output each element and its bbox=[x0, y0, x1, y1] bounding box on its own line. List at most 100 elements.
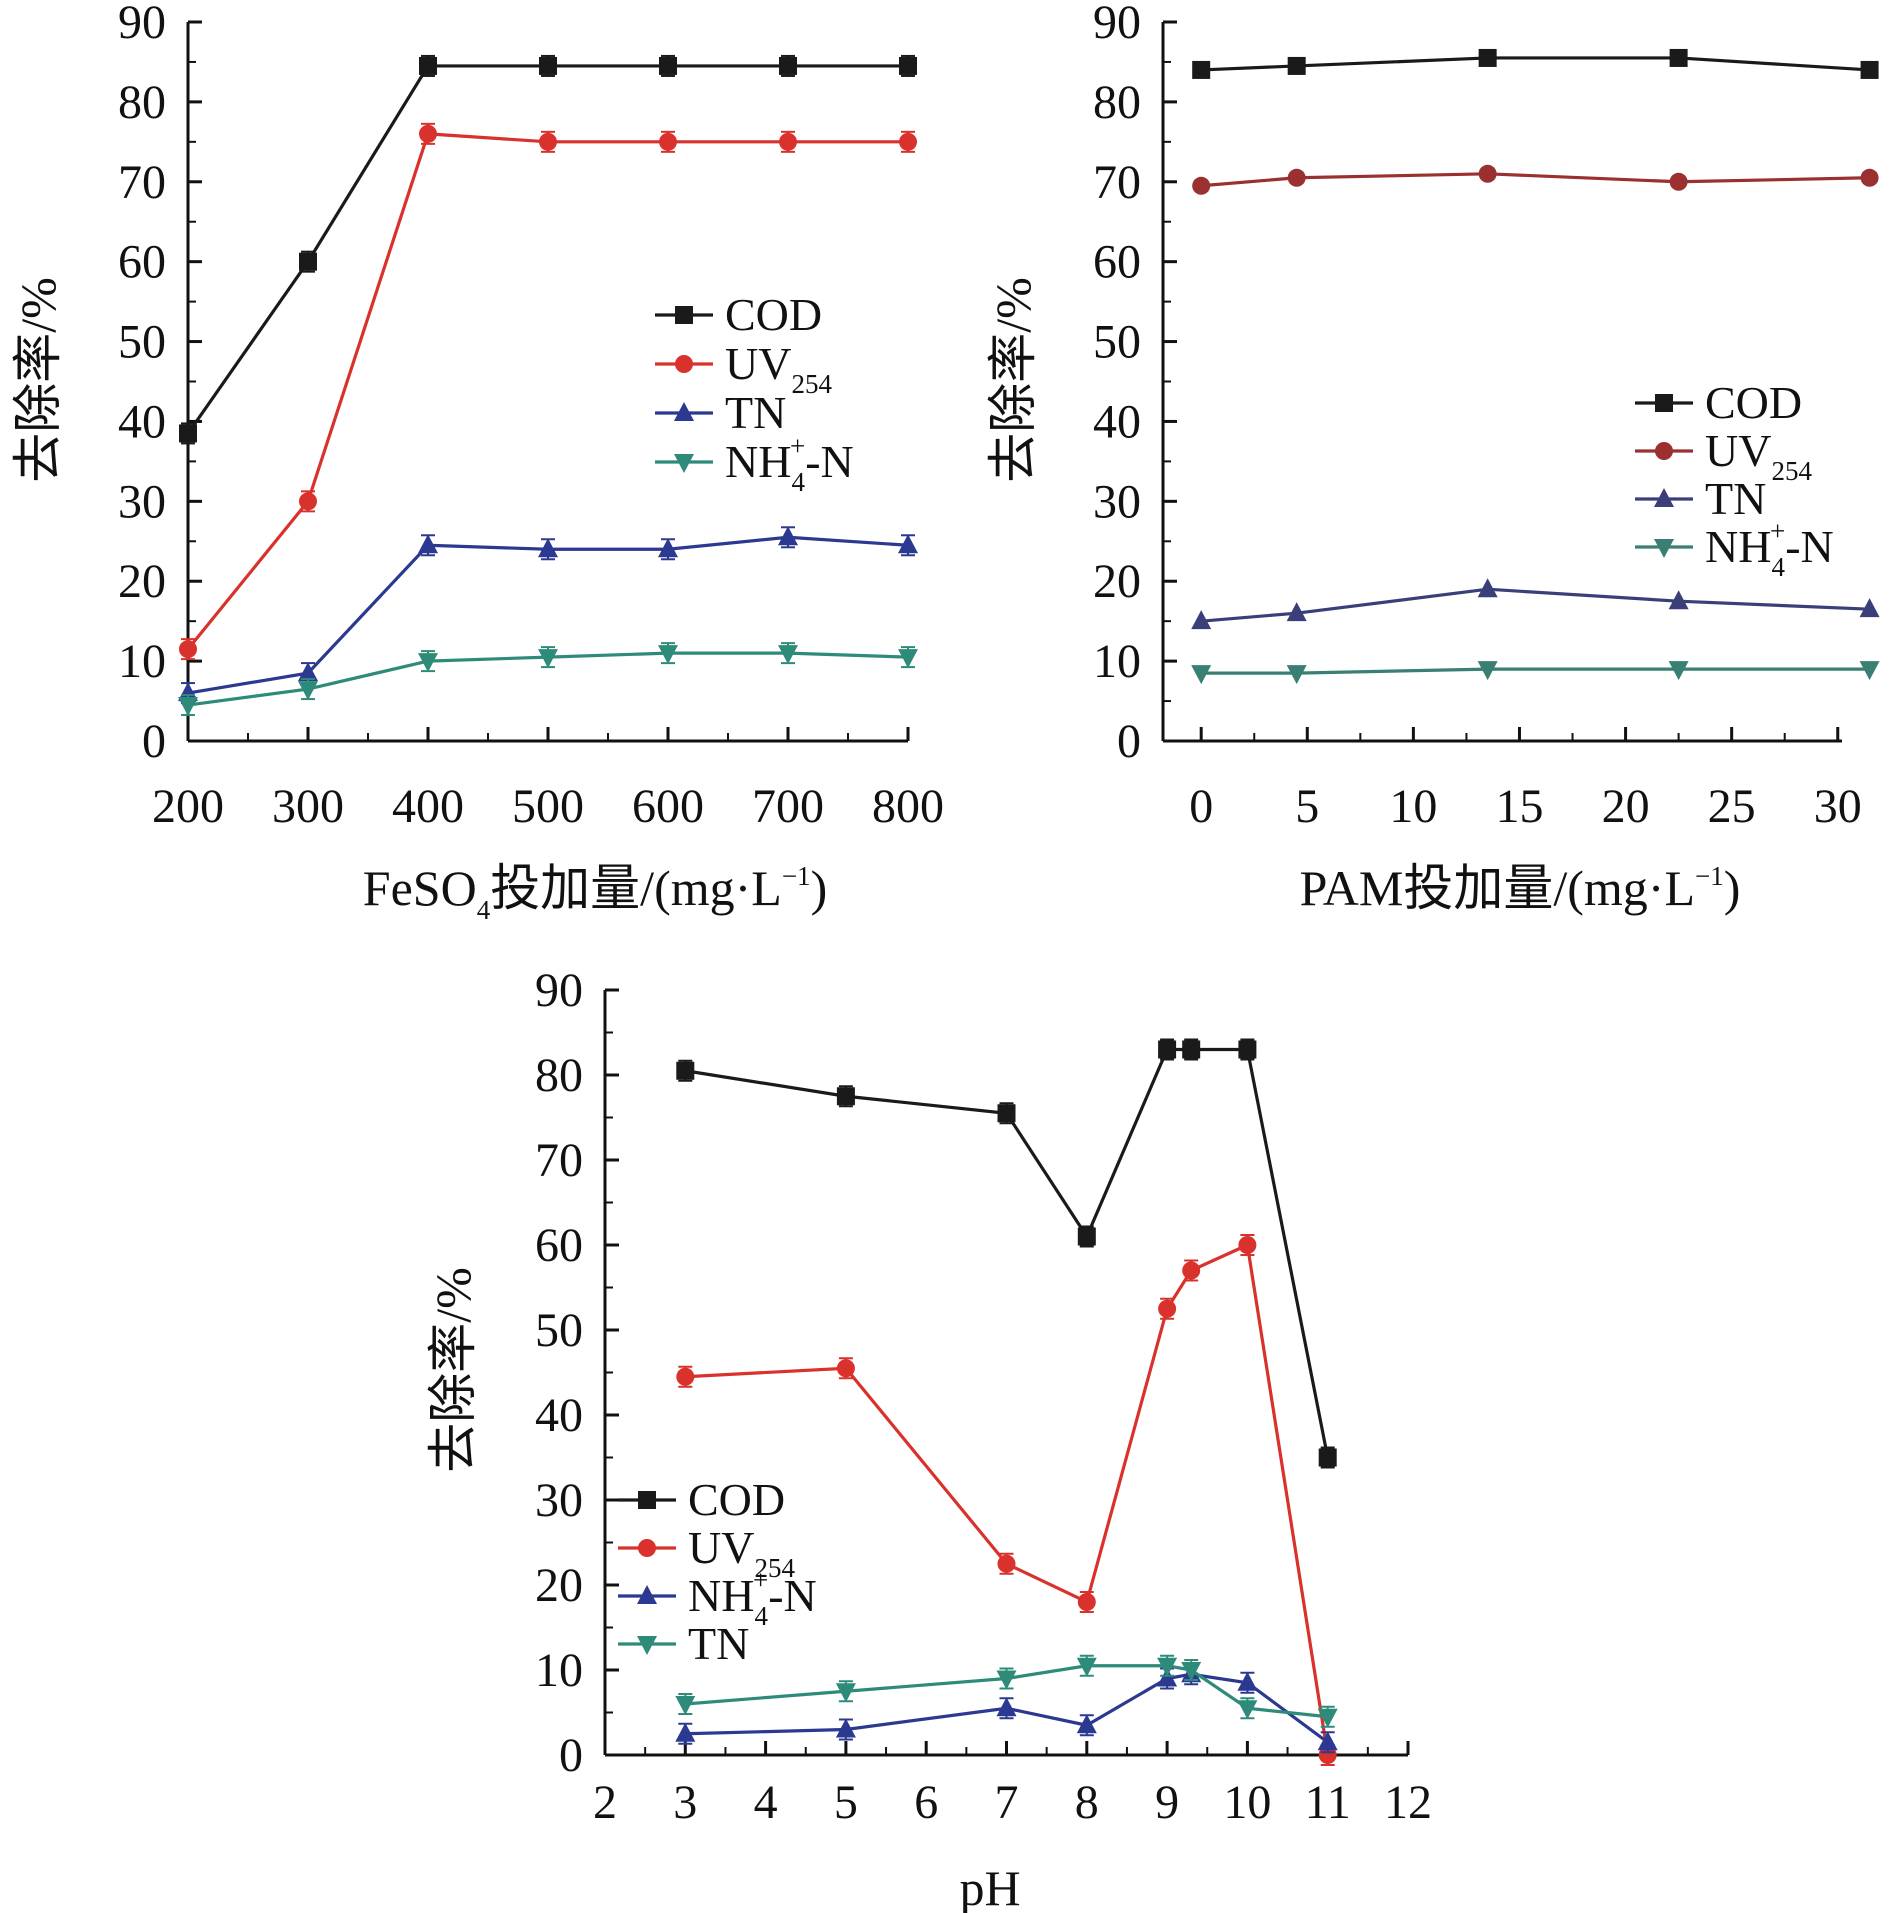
data-point bbox=[1668, 590, 1689, 610]
data-point bbox=[1076, 1714, 1097, 1734]
data-point bbox=[835, 1683, 856, 1703]
data-point bbox=[659, 56, 677, 75]
data-point bbox=[1286, 665, 1307, 685]
data-point bbox=[538, 538, 558, 558]
y-tick-label: 80 bbox=[1093, 76, 1141, 129]
x-tick-label: 0 bbox=[1189, 780, 1213, 833]
x-tick-label: 300 bbox=[272, 780, 344, 833]
series-TN bbox=[178, 526, 918, 705]
y-tick-label: 80 bbox=[118, 76, 166, 129]
legend-label-main: UV bbox=[688, 1522, 754, 1573]
y-axis-label: 去除率/% bbox=[425, 1267, 481, 1473]
data-point bbox=[779, 132, 797, 151]
legend-swatch-marker bbox=[675, 306, 693, 324]
data-point bbox=[836, 1359, 855, 1378]
x-axis-label-part: 投加量/(mg·L bbox=[490, 860, 782, 916]
y-tick-label: 30 bbox=[118, 475, 166, 528]
series-TN bbox=[1191, 578, 1880, 630]
data-point bbox=[899, 132, 917, 151]
data-point bbox=[1286, 602, 1307, 622]
x-tick-label: 5 bbox=[1295, 780, 1319, 833]
legend-label: TN bbox=[1705, 473, 1766, 524]
x-tick-label: 15 bbox=[1495, 780, 1543, 833]
data-point bbox=[299, 492, 317, 511]
legend-label-main: COD bbox=[725, 289, 822, 340]
legend-swatch-marker bbox=[674, 402, 694, 421]
x-tick-label: 700 bbox=[752, 780, 824, 833]
y-tick-label: 70 bbox=[118, 156, 166, 209]
data-point bbox=[659, 132, 677, 151]
data-point bbox=[1478, 164, 1497, 183]
data-point bbox=[1318, 1746, 1337, 1764]
series-line bbox=[187, 535, 909, 695]
legend-label-subscript: 4 bbox=[791, 467, 805, 497]
y-tick-label: 40 bbox=[118, 395, 166, 448]
data-point bbox=[178, 697, 198, 717]
y-tick-label: 70 bbox=[535, 1134, 583, 1187]
data-point bbox=[1237, 1671, 1258, 1691]
legend-label-superscript: + bbox=[1770, 516, 1785, 546]
data-point bbox=[1238, 1236, 1257, 1254]
x-axis-label: FeSO4投加量/(mg·L−1) bbox=[363, 860, 827, 925]
legend-label: COD bbox=[688, 1474, 785, 1525]
x-axis-label-part: FeSO bbox=[363, 860, 477, 916]
x-axis-label-part: ) bbox=[1724, 860, 1741, 916]
data-point bbox=[1077, 1227, 1096, 1246]
data-point bbox=[1317, 1731, 1338, 1751]
data-point bbox=[1287, 56, 1306, 75]
data-point bbox=[1668, 661, 1689, 681]
data-point bbox=[898, 534, 918, 554]
x-tick-label: 9 bbox=[1155, 1776, 1179, 1829]
legend-label: TN bbox=[725, 387, 786, 438]
data-point bbox=[419, 124, 437, 143]
x-tick-label: 5 bbox=[834, 1776, 858, 1829]
series-line bbox=[685, 1672, 1329, 1744]
data-point bbox=[1860, 60, 1879, 79]
legend-swatch-marker bbox=[1654, 539, 1674, 558]
data-point bbox=[179, 640, 197, 659]
legend-label: COD bbox=[725, 289, 822, 340]
data-point bbox=[1158, 1040, 1177, 1059]
series-NH4+-N bbox=[1191, 661, 1880, 685]
data-point bbox=[1669, 48, 1688, 67]
legend-label-main: COD bbox=[688, 1474, 785, 1525]
series-UV254 bbox=[179, 122, 917, 661]
y-tick-label: 10 bbox=[535, 1644, 583, 1697]
legend-swatch-marker bbox=[638, 1539, 656, 1557]
series-UV254 bbox=[676, 1234, 1337, 1766]
legend-label: TN bbox=[688, 1618, 749, 1669]
y-tick-label: 50 bbox=[118, 316, 166, 369]
data-point bbox=[997, 1104, 1016, 1123]
y-tick-label: 50 bbox=[1093, 316, 1141, 369]
data-point bbox=[1859, 661, 1880, 681]
y-tick-label: 60 bbox=[535, 1219, 583, 1272]
legend-label-superscript: + bbox=[753, 1565, 768, 1595]
legend-label-main: UV bbox=[725, 338, 791, 389]
data-point bbox=[178, 682, 198, 702]
y-tick-label: 10 bbox=[118, 635, 166, 688]
data-point bbox=[1669, 172, 1688, 191]
x-tick-label: 11 bbox=[1305, 1776, 1351, 1829]
data-point bbox=[1287, 168, 1306, 187]
legend-swatch-marker bbox=[1655, 442, 1673, 460]
legend-swatch-marker bbox=[675, 355, 693, 373]
legend-label-subscript: 4 bbox=[754, 1601, 768, 1631]
data-point bbox=[1318, 1448, 1337, 1467]
y-tick-label: 90 bbox=[535, 964, 583, 1017]
data-point bbox=[1181, 1662, 1202, 1681]
series-line bbox=[685, 1047, 1330, 1458]
legend-swatch-marker bbox=[637, 1636, 657, 1655]
data-point bbox=[676, 1367, 695, 1386]
y-tick-label: 20 bbox=[535, 1559, 583, 1612]
data-point bbox=[779, 56, 797, 75]
data-point bbox=[778, 645, 798, 665]
data-point bbox=[1158, 1299, 1177, 1318]
data-point bbox=[1182, 1261, 1201, 1280]
series-line bbox=[685, 1664, 1328, 1719]
x-tick-label: 20 bbox=[1602, 780, 1650, 833]
legend-label: NH4 +-N bbox=[725, 431, 854, 497]
y-tick-label: 20 bbox=[1093, 555, 1141, 608]
data-point bbox=[836, 1087, 855, 1106]
data-point bbox=[675, 1696, 696, 1715]
legend-swatch-marker bbox=[637, 1585, 657, 1604]
